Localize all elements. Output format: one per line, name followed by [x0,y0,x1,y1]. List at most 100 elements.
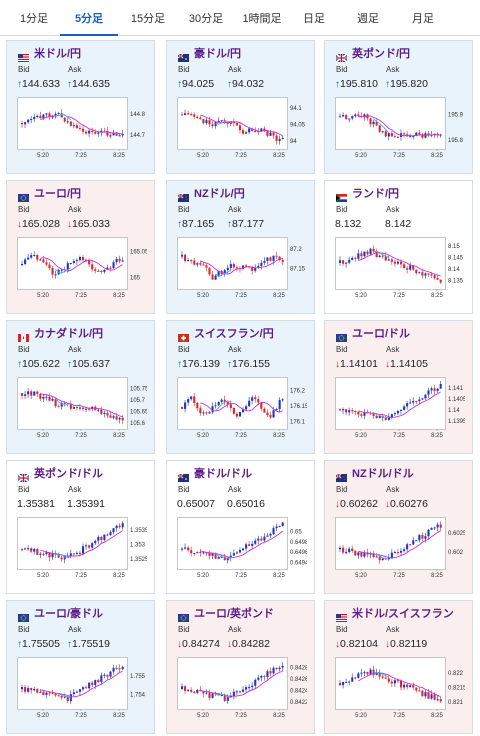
candle-body [409,136,412,138]
chart-area[interactable]: 8.15 8.145 8.14 8.135 5:20 7:25 8:25 [335,237,465,301]
rate-card[interactable]: ユーロ/ドル Bid Ask ↓1.14101 ↓1.14105 1.141 1.1405 1… [324,320,473,454]
candle-body [421,690,424,697]
candle-body [75,407,78,409]
chart-area[interactable]: 0.822 0.8215 0.821 5:20 7:25 8:25 [335,657,465,721]
pair-link[interactable]: 豪ドル/ドル [177,466,252,482]
flag-eu-icon [336,329,347,342]
candle-body [439,279,442,283]
pair-link[interactable]: ユーロ/英ポンド [178,606,274,622]
candle-body [24,394,27,396]
rate-card[interactable]: ユーロ/豪ドル Bid Ask ↑1.75505 ↑1.75519 1.755 1.754 5… [6,600,155,734]
rate-card[interactable]: ランド/円 Bid Ask 8.132 8.142 8.15 8.145 8.14 8.135 5… [324,180,473,314]
bid-price: 0.60262 [340,498,378,510]
candle-body [433,694,436,700]
tab-timeframe-8[interactable]: 月足 [412,13,434,25]
pair-link[interactable]: ユーロ/ドル [336,326,410,342]
candle-body [275,409,278,411]
rate-card[interactable]: 米ドル/スイスフラン Bid Ask ↓0.82104 ↓0.82119 0.822 0.8… [324,600,473,734]
x-tick-label: 8:25 [273,153,285,159]
chart-frame [335,517,446,570]
tab-timeframe-4[interactable]: 30分足 [188,13,224,25]
pair-link[interactable]: 英ポンド/ドル [17,466,104,483]
candle-body [187,547,190,551]
chart-area[interactable]: 176.2 176.15 176.1 5:20 7:25 8:25 [177,377,307,441]
candle-body [409,544,412,546]
candle-body [348,681,351,683]
candle-body [387,557,390,560]
rate-card[interactable]: カナダドル/円 Bid Ask ↑105.622 ↑105.637 105.75 105.7… [6,320,155,454]
bid-label: Bid [178,345,190,354]
y-tick-label: 87.2 [290,247,302,253]
rate-card[interactable]: 豪ドル/ドル Bid Ask 0.65007 0.65016 0.65 0.6498 0.64… [166,460,315,594]
tab-timeframe-5[interactable]: 1時間足 [242,13,282,25]
chart-area[interactable]: 105.75 105.7 105.65 105.6 5:20 7:25 8:25 [17,377,147,441]
chart-area[interactable]: 1.3535 1.353 1.3525 5:20 7:25 8:25 [17,517,147,581]
chart-frame [335,97,446,150]
candle-body [24,548,27,550]
chart-area[interactable]: 165.05 165 5:20 7:25 8:25 [17,237,147,301]
chart-area[interactable]: 94.1 94.05 94 5:20 7:25 8:25 [177,97,307,161]
pair-link[interactable]: NZドル/ドル [335,466,414,482]
candle-body [251,267,254,271]
pair-link[interactable]: スイスフラン/円 [178,326,274,342]
ask-price: 165.033 [72,218,110,230]
pair-link[interactable]: NZドル/円 [177,186,245,202]
candle-body [436,524,439,528]
candle-body [121,417,124,421]
chart-area[interactable]: 0.65 0.6498 0.6496 0.6494 5:20 7:25 8:25 [177,517,307,581]
tab-timeframe-7[interactable]: 週足 [357,13,379,25]
tab-timeframe-1[interactable]: 1分足 [19,13,49,25]
candle-body [45,692,48,695]
pair-link[interactable]: 豪ドル/円 [177,46,241,62]
tab-timeframe-3[interactable]: 15分足 [130,13,166,25]
bid-value: ↑176.139 [177,358,220,370]
rate-card[interactable]: NZドル/円 Bid Ask ↑87.165 ↑87.177 87.2 87.15 5:20 7… [166,180,315,314]
flag-au-icon [177,469,189,482]
y-tick-label: 1.754 [130,693,146,699]
candle-body [184,686,187,691]
candle-body [88,130,91,134]
tab-timeframe-6[interactable]: 日足 [303,13,325,25]
chart-area[interactable]: 1.141 1.1405 1.14 1.1395 5:20 7:25 8:25 [335,377,465,441]
candle-body [39,115,42,119]
rate-card[interactable]: 英ポンド/円 Bid Ask ↑195.810 ↑195.820 195.9 195.8 5:… [324,40,473,174]
pair-link[interactable]: ランド/円 [336,186,399,202]
pair-link[interactable]: ユーロ/豪ドル [18,606,103,622]
candle-body [63,696,66,698]
pair-link[interactable]: 米ドル/スイスフラン [336,606,454,622]
chart-area[interactable]: 1.755 1.754 5:20 7:25 8:25 [17,657,147,721]
chart-area[interactable]: 144.8 144.7 5:20 7:25 8:25 [17,97,147,161]
pair-link[interactable]: 米ドル/円 [18,46,81,62]
rate-card[interactable]: ユーロ/円 Bid Ask ↓165.028 ↓165.033 165.05 165 5:20… [6,180,155,314]
tab-timeframe-2[interactable]: 5分足 [60,0,118,36]
candle-body [400,680,403,688]
candle-body [257,677,260,680]
candle-body [118,258,121,262]
candle-body [112,132,115,136]
candle-body [345,262,348,264]
rate-card[interactable]: 米ドル/円 Bid Ask ↑144.633 ↑144.635 144.8 144.7 5:2… [6,40,155,174]
rate-card[interactable]: ユーロ/英ポンド Bid Ask ↓0.84274 ↓0.84282 0.8428 0.84… [166,600,315,734]
pair-link[interactable]: ユーロ/円 [18,186,81,202]
y-tick-label: 0.6498 [290,540,307,546]
chart-area[interactable]: 0.8428 0.8426 0.8424 0.8422 5:20 7:25 8:25 [177,657,307,721]
x-tick-label: 7:25 [75,713,87,719]
chart-area[interactable]: 0.6025 0.602 5:20 7:25 8:25 [335,517,465,581]
ask-label: Ask [68,485,82,494]
rate-card[interactable]: 豪ドル/円 Bid Ask ↑94.025 ↑94.032 94.1 94.05 94 5:20… [166,40,315,174]
chart-area[interactable]: 195.9 195.8 5:20 7:25 8:25 [335,97,465,161]
candle-body [232,407,235,414]
pair-link[interactable]: 英ポンド/円 [335,46,410,63]
moving-average-line [200,401,283,413]
y-tick-label: 8.145 [448,256,464,262]
rate-card[interactable]: 英ポンド/ドル Bid Ask 1.35381 1.35391 1.3535 1.353 1.… [6,460,155,594]
trend-arrow-icon: ↓ [17,219,22,230]
rate-card[interactable]: スイスフラン/円 Bid Ask ↑176.139 ↑176.155 176.2 176.1… [166,320,315,454]
bid-price: 8.132 [335,218,362,230]
candle-body [82,546,85,554]
rate-card[interactable]: NZドル/ドル Bid Ask ↓0.60262 ↓0.60276 0.6025 0.602… [324,460,473,594]
moving-average-line [40,114,123,135]
chart-area[interactable]: 87.2 87.15 5:20 7:25 8:25 [177,237,307,301]
pair-name: 英ポンド/ドル [34,468,104,480]
pair-link[interactable]: カナダドル/円 [18,326,103,342]
